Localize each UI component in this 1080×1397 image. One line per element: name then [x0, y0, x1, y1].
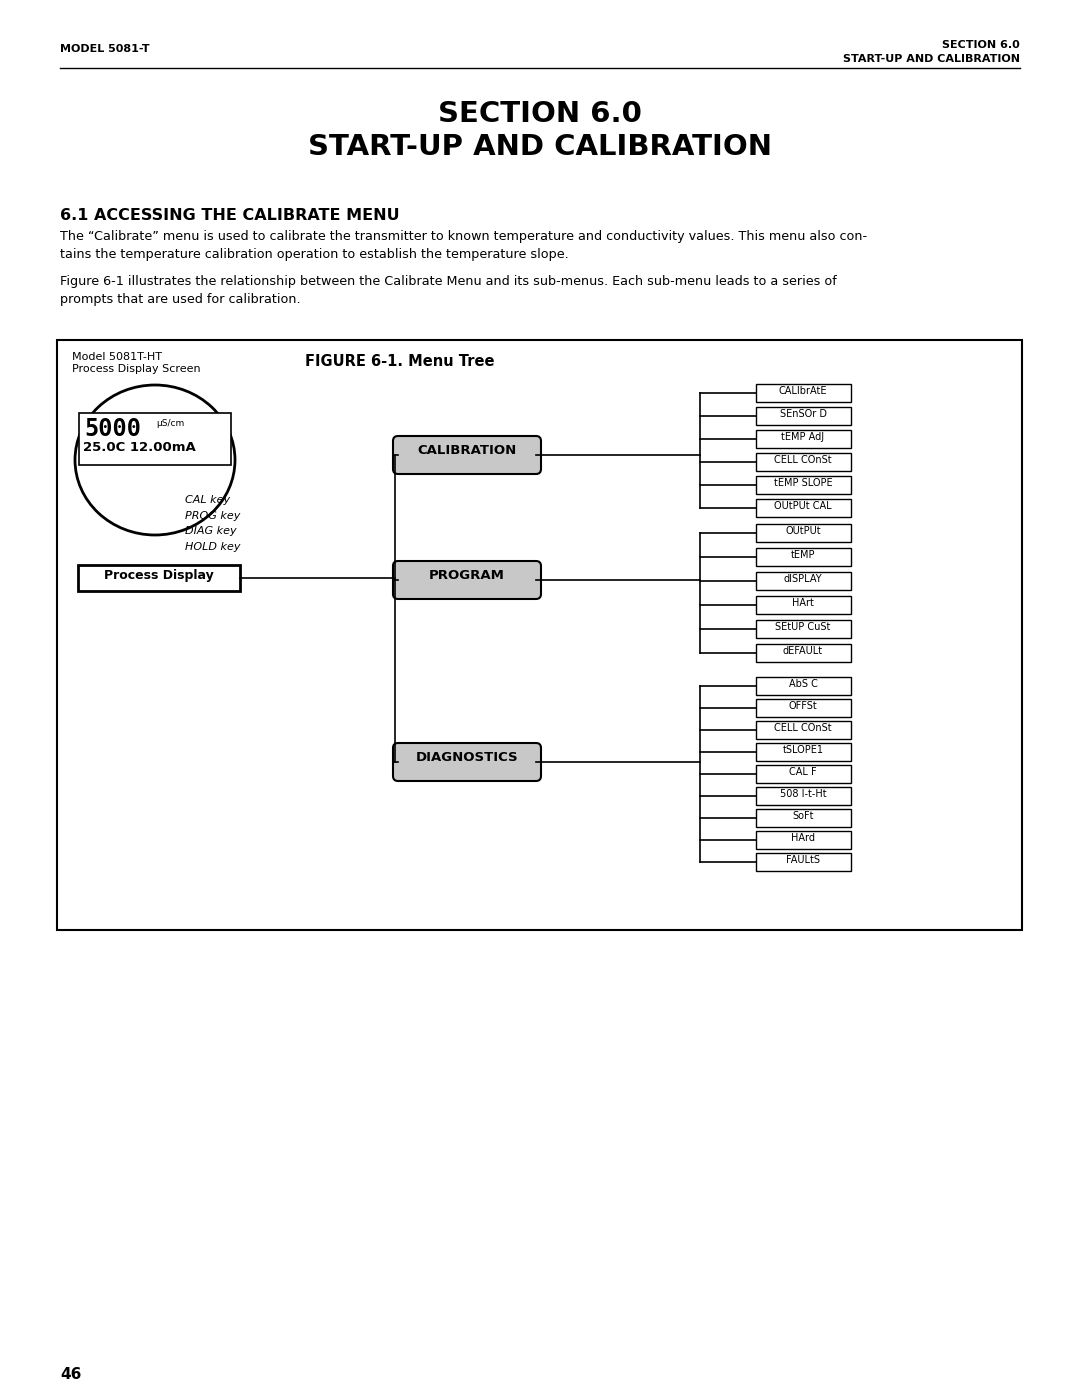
Text: SECTION 6.0: SECTION 6.0	[438, 101, 642, 129]
FancyBboxPatch shape	[756, 620, 851, 638]
FancyBboxPatch shape	[756, 766, 851, 782]
FancyBboxPatch shape	[756, 524, 851, 542]
Text: CAL F: CAL F	[789, 767, 816, 777]
Text: HArt: HArt	[792, 598, 814, 608]
FancyBboxPatch shape	[756, 499, 851, 517]
Text: dISPLAY: dISPLAY	[784, 574, 822, 584]
FancyBboxPatch shape	[756, 384, 851, 402]
FancyBboxPatch shape	[393, 743, 541, 781]
FancyBboxPatch shape	[756, 407, 851, 425]
FancyBboxPatch shape	[756, 476, 851, 495]
Text: FAULtS: FAULtS	[786, 855, 820, 865]
Text: dEFAULt: dEFAULt	[783, 645, 823, 657]
Text: 508 I-t-Ht: 508 I-t-Ht	[780, 789, 826, 799]
FancyBboxPatch shape	[756, 787, 851, 805]
Text: CALIbrAtE: CALIbrAtE	[779, 386, 827, 395]
Text: SEnSOr D: SEnSOr D	[780, 409, 826, 419]
Text: tEMP: tEMP	[791, 550, 815, 560]
FancyBboxPatch shape	[393, 436, 541, 474]
FancyBboxPatch shape	[756, 854, 851, 870]
FancyBboxPatch shape	[57, 339, 1022, 930]
Text: The “Calibrate” menu is used to calibrate the transmitter to known temperature a: The “Calibrate” menu is used to calibrat…	[60, 231, 867, 261]
FancyBboxPatch shape	[756, 644, 851, 662]
FancyBboxPatch shape	[756, 548, 851, 566]
Text: CELL COnSt: CELL COnSt	[774, 455, 832, 465]
FancyBboxPatch shape	[756, 430, 851, 448]
Text: 25.0C 12.00mA: 25.0C 12.00mA	[83, 441, 195, 454]
FancyBboxPatch shape	[756, 453, 851, 471]
Text: SECTION 6.0: SECTION 6.0	[942, 41, 1020, 50]
Text: SEtUP CuSt: SEtUP CuSt	[775, 622, 831, 631]
Text: START-UP AND CALIBRATION: START-UP AND CALIBRATION	[843, 54, 1020, 64]
FancyBboxPatch shape	[756, 597, 851, 615]
Text: HArd: HArd	[791, 833, 815, 842]
Text: Model 5081T-HT: Model 5081T-HT	[72, 352, 162, 362]
Text: μS/cm: μS/cm	[156, 419, 185, 427]
Text: 6.1 ACCESSING THE CALIBRATE MENU: 6.1 ACCESSING THE CALIBRATE MENU	[60, 208, 400, 224]
Text: Process Display: Process Display	[104, 569, 214, 583]
Text: tSLOPE1: tSLOPE1	[783, 745, 824, 754]
Text: OFFSt: OFFSt	[788, 701, 818, 711]
Text: SoFt: SoFt	[793, 812, 813, 821]
FancyBboxPatch shape	[756, 831, 851, 849]
Text: MODEL 5081-T: MODEL 5081-T	[60, 43, 150, 54]
Text: FIGURE 6-1. Menu Tree: FIGURE 6-1. Menu Tree	[306, 353, 495, 369]
Text: Figure 6-1 illustrates the relationship between the Calibrate Menu and its sub-m: Figure 6-1 illustrates the relationship …	[60, 275, 837, 306]
Ellipse shape	[75, 386, 235, 535]
Text: CALIBRATION: CALIBRATION	[417, 444, 516, 457]
Text: OUtPUt: OUtPUt	[785, 527, 821, 536]
FancyBboxPatch shape	[79, 414, 231, 465]
Text: OUtPUt CAL: OUtPUt CAL	[774, 502, 832, 511]
Text: AbS C: AbS C	[788, 679, 818, 689]
Text: tEMP AdJ: tEMP AdJ	[782, 432, 824, 441]
Text: 5000: 5000	[84, 416, 141, 441]
Text: CAL key
PROG key
DIAG key
HOLD key: CAL key PROG key DIAG key HOLD key	[185, 495, 241, 552]
Text: Process Display Screen: Process Display Screen	[72, 365, 201, 374]
Text: CELL COnSt: CELL COnSt	[774, 724, 832, 733]
FancyBboxPatch shape	[756, 809, 851, 827]
FancyBboxPatch shape	[756, 743, 851, 761]
FancyBboxPatch shape	[393, 562, 541, 599]
Text: 46: 46	[60, 1368, 81, 1382]
FancyBboxPatch shape	[78, 564, 240, 591]
FancyBboxPatch shape	[756, 721, 851, 739]
Text: DIAGNOSTICS: DIAGNOSTICS	[416, 752, 518, 764]
FancyBboxPatch shape	[756, 698, 851, 717]
Text: PROGRAM: PROGRAM	[429, 569, 505, 583]
Text: tEMP SLOPE: tEMP SLOPE	[773, 478, 833, 488]
Text: START-UP AND CALIBRATION: START-UP AND CALIBRATION	[308, 133, 772, 161]
FancyBboxPatch shape	[756, 678, 851, 694]
FancyBboxPatch shape	[756, 571, 851, 590]
